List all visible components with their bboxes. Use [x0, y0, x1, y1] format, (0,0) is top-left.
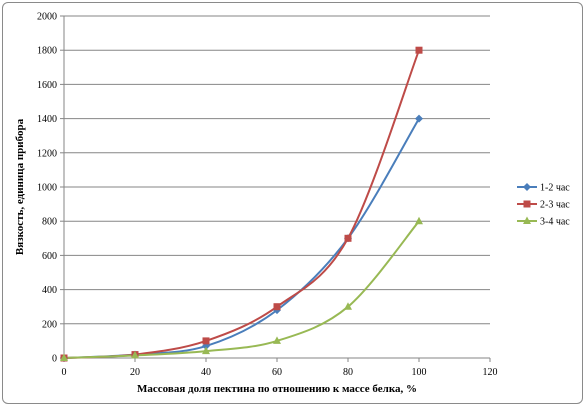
data-point-triangle — [60, 353, 68, 361]
data-point-triangle — [344, 302, 352, 310]
legend-label: 3-4 час — [540, 217, 570, 228]
x-tick-label: 100 — [412, 367, 427, 378]
series-line — [63, 49, 420, 359]
data-point-square — [523, 200, 531, 208]
data-point-triangle — [523, 216, 531, 224]
data-point-diamond — [523, 183, 531, 191]
x-tick-label: 80 — [343, 367, 353, 378]
data-point-triangle — [202, 346, 210, 355]
data-point-square — [415, 46, 423, 54]
legend: 1-2 час 2-3 час 3-4 час — [517, 183, 570, 228]
x-tick-label: 20 — [130, 367, 140, 378]
legend-label: 1-2 час — [540, 183, 570, 194]
series-lines — [63, 49, 420, 359]
data-point-square — [202, 337, 210, 345]
y-tick-label: 200 — [42, 319, 57, 330]
y-tick-label: 2000 — [37, 12, 57, 23]
data-point-triangle — [273, 336, 281, 344]
x-axis-title: Массовая доля пектина по отношению к мас… — [137, 383, 417, 395]
x-tick-label: 120 — [483, 367, 498, 378]
y-tick-label: 1800 — [37, 46, 57, 57]
data-point-diamond — [415, 114, 423, 123]
y-tick-label: 600 — [42, 251, 57, 262]
y-tick-labels: 0 200 400 600 800 1000 1200 1400 1600 1800 2000 — [37, 12, 57, 365]
y-tick-label: 800 — [42, 217, 57, 228]
y-tick-label: 0 — [52, 354, 57, 365]
y-tick-label: 400 — [42, 285, 57, 296]
y-axis-title: Вязкость, единица прибора — [14, 118, 26, 255]
y-tick-label: 1000 — [37, 183, 57, 194]
series-line — [63, 118, 420, 359]
y-tick-label: 1200 — [37, 148, 57, 159]
y-tick-label: 1400 — [37, 114, 57, 125]
chart-frame — [2, 2, 583, 404]
x-tick-labels: 0 20 40 60 80 100 120 — [62, 367, 498, 378]
x-tick-label: 0 — [62, 367, 67, 378]
series-markers — [60, 46, 423, 362]
x-tick-label: 60 — [272, 367, 282, 378]
legend-label: 2-3 час — [540, 200, 570, 211]
data-point-triangle — [131, 350, 139, 359]
x-tick-label: 40 — [201, 367, 211, 378]
data-point-triangle — [415, 216, 423, 225]
series-line — [63, 220, 420, 359]
data-point-square — [273, 303, 281, 311]
data-point-square — [344, 234, 352, 242]
y-tick-label: 1600 — [37, 80, 57, 91]
